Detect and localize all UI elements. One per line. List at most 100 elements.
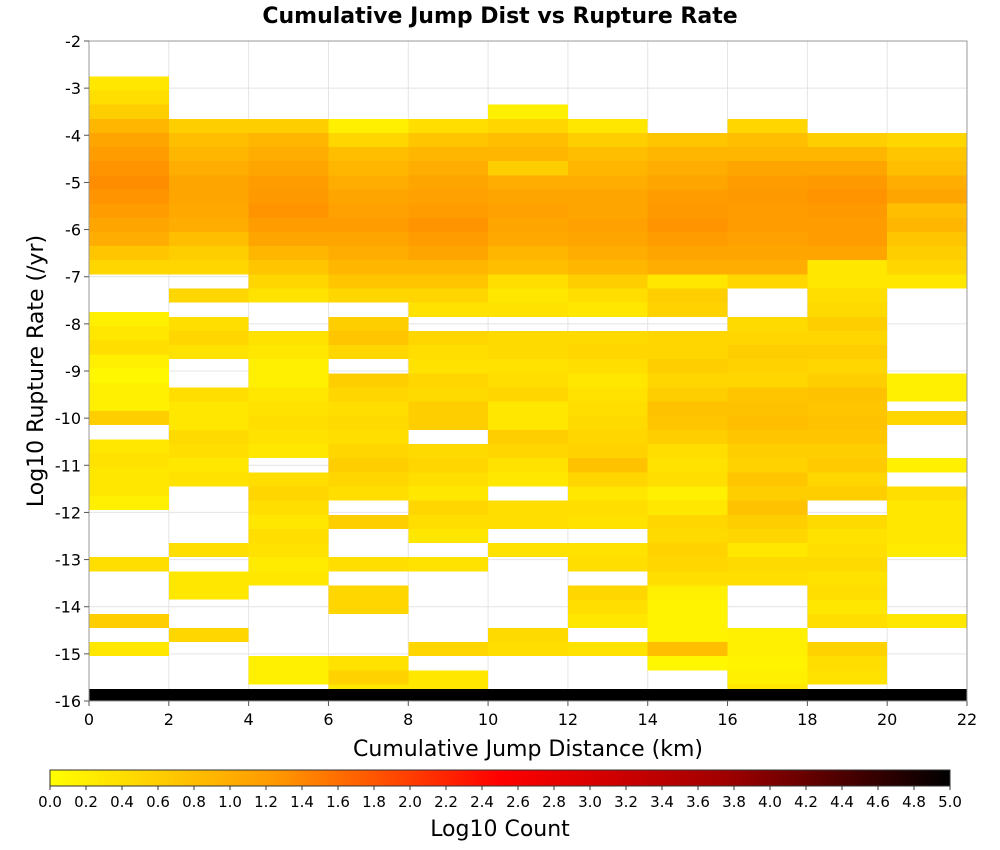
- x-tick-label: 0: [84, 710, 94, 729]
- heatmap-cell: [408, 514, 489, 529]
- heatmap-cell: [408, 528, 489, 544]
- heatmap-cell: [328, 557, 409, 572]
- heatmap-cell: [887, 217, 967, 232]
- heatmap-cell: [727, 429, 808, 445]
- heatmap-cell: [727, 543, 808, 558]
- colorbar-tick-label: 2.0: [398, 793, 422, 811]
- heatmap-cell: [727, 189, 808, 204]
- heatmap-cell: [807, 401, 888, 416]
- heatmap-cell: [248, 387, 329, 402]
- heatmap-cell: [488, 359, 568, 374]
- heatmap-cell: [488, 500, 568, 515]
- heatmap-cell: [807, 316, 888, 331]
- heatmap-cell: [488, 444, 568, 459]
- heatmap-cell: [248, 472, 329, 487]
- heatmap-cell: [328, 415, 409, 430]
- heatmap-cell: [89, 396, 169, 412]
- colorbar-tick-label: 0.4: [110, 793, 134, 811]
- heatmap-cell: [567, 288, 648, 303]
- heatmap-cell: [647, 642, 728, 657]
- heatmap-cell: [727, 359, 808, 374]
- heatmap-cell: [887, 175, 967, 190]
- heatmap-cell: [248, 231, 329, 247]
- heatmap-cell: [488, 175, 568, 190]
- heatmap-cell: [408, 458, 489, 473]
- heatmap-cell: [408, 161, 489, 176]
- heatmap-cell: [567, 373, 648, 388]
- heatmap-cell: [248, 528, 329, 544]
- x-tick-label: 12: [558, 710, 578, 729]
- plot-area: [88, 40, 968, 702]
- heatmap-cell: [248, 670, 329, 685]
- heatmap-cell: [567, 444, 648, 459]
- heatmap-cell: [887, 689, 967, 701]
- heatmap-cell: [488, 147, 568, 162]
- heatmap-cell: [408, 274, 489, 289]
- heatmap-cell: [887, 373, 967, 388]
- heatmap-cell: [807, 642, 888, 657]
- heatmap-cell: [887, 486, 967, 501]
- heatmap-cell: [248, 415, 329, 430]
- heatmap-cell: [647, 373, 728, 388]
- heatmap-cell: [567, 689, 648, 701]
- heatmap-cell: [168, 147, 249, 162]
- heatmap-cell: [168, 260, 249, 275]
- colorbar-tick-label: 1.2: [254, 793, 278, 811]
- colorbar-tick-label: 3.0: [578, 793, 602, 811]
- heatmap-cell: [727, 642, 808, 657]
- heatmap-cell: [807, 613, 888, 628]
- heatmap-cell: [488, 373, 568, 388]
- heatmap-cell: [89, 260, 169, 275]
- heatmap-cell: [488, 302, 568, 317]
- heatmap-cell: [887, 613, 967, 628]
- heatmap-cell: [168, 316, 249, 331]
- heatmap-cell: [647, 500, 728, 515]
- heatmap-cell: [408, 387, 489, 402]
- heatmap-cell: [488, 627, 568, 643]
- heatmap-cell: [89, 382, 169, 397]
- heatmap-cell: [89, 90, 169, 105]
- heatmap-cell: [408, 486, 489, 501]
- heatmap-cell: [408, 118, 489, 133]
- y-tick-label: -10: [55, 409, 81, 428]
- heatmap-cell: [727, 330, 808, 346]
- heatmap-cell: [647, 359, 728, 374]
- heatmap-cell: [647, 345, 728, 360]
- heatmap-cell: [248, 359, 329, 374]
- heatmap-cell: [567, 147, 648, 162]
- heatmap-cell: [727, 571, 808, 586]
- heatmap-cell: [647, 444, 728, 459]
- heatmap-cell: [807, 302, 888, 317]
- heatmap-cell: [807, 444, 888, 459]
- y-tick-label: -16: [55, 692, 81, 711]
- heatmap-cell: [408, 444, 489, 459]
- heatmap-cell: [807, 147, 888, 162]
- colorbar-tick-label: 0.0: [38, 793, 62, 811]
- heatmap-cell: [647, 274, 728, 289]
- heatmap-cell: [248, 132, 329, 148]
- heatmap-cell: [807, 543, 888, 558]
- heatmap-cell: [647, 585, 728, 600]
- heatmap-cell: [887, 161, 967, 176]
- heatmap-cell: [89, 312, 169, 327]
- heatmap-cell: [727, 415, 808, 430]
- heatmap-cell: [168, 203, 249, 218]
- heatmap-cell: [887, 132, 967, 148]
- heatmap-cell: [168, 429, 249, 445]
- heatmap-cell: [887, 203, 967, 218]
- heatmap-cell: [89, 689, 169, 701]
- heatmap-cell: [488, 472, 568, 487]
- heatmap-cell: [408, 288, 489, 303]
- heatmap-cell: [567, 246, 648, 261]
- heatmap-cell: [89, 453, 169, 468]
- heatmap-cell: [408, 472, 489, 487]
- heatmap-cell: [567, 514, 648, 529]
- heatmap-cell: [408, 231, 489, 247]
- heatmap-cell: [647, 132, 728, 148]
- heatmap-cell: [807, 373, 888, 388]
- heatmap-cell: [89, 411, 169, 426]
- heatmap-cell: [887, 387, 967, 402]
- heatmap-cell: [89, 175, 169, 190]
- heatmap-cell: [488, 217, 568, 232]
